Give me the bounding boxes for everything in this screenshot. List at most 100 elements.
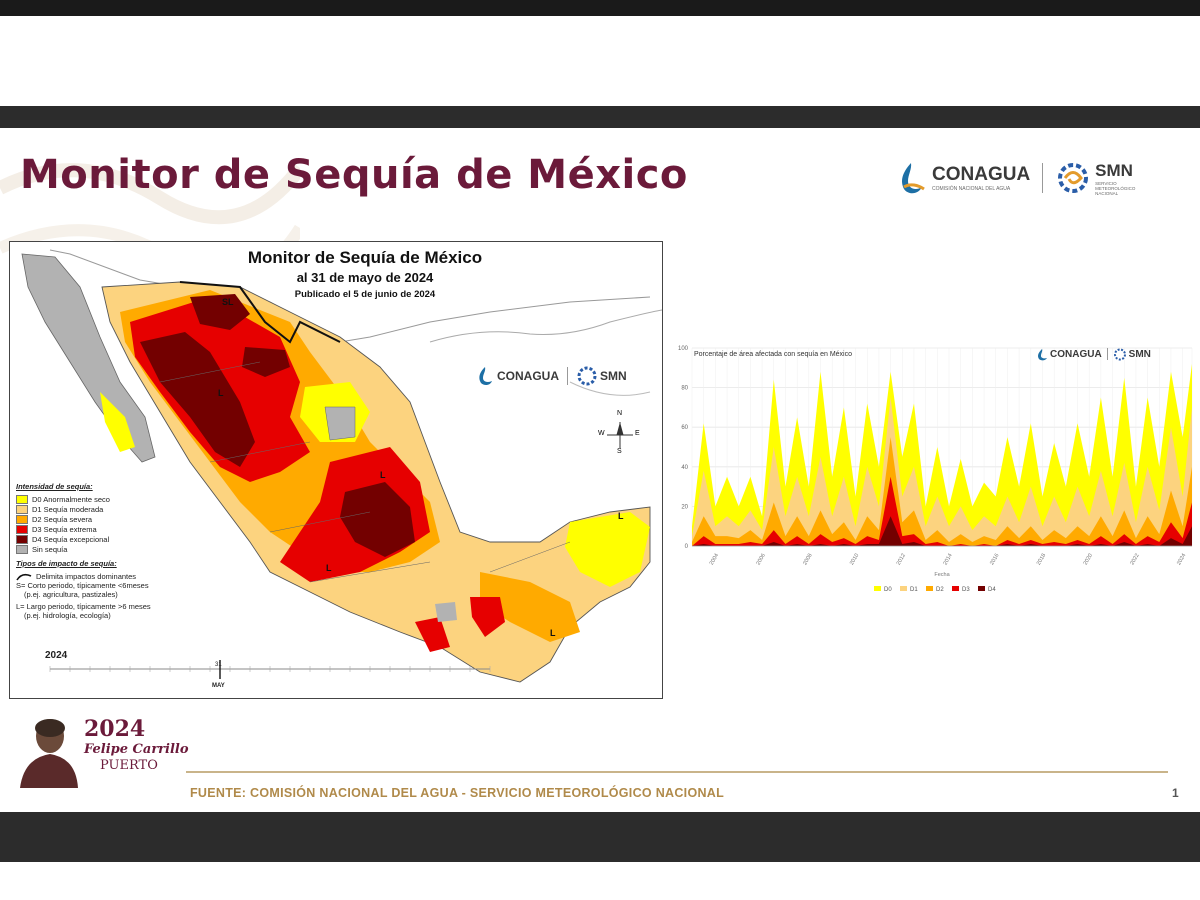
- legend-label-d2: D2: [936, 587, 944, 593]
- legend-label: D1 Sequía moderada: [32, 504, 104, 514]
- map-label-l: L: [618, 511, 624, 521]
- map-label-l: L: [380, 470, 386, 480]
- legend-intensity-header: Intensidad de sequía:: [16, 482, 93, 491]
- conagua-logo-icon: [479, 367, 492, 386]
- legend-impact-line: Delimita impactos dominantes: [36, 571, 137, 581]
- conagua-logo-icon: [902, 163, 925, 194]
- header-logos: CONAGUA COMISIÓN NACIONAL DEL AGUA SMN S…: [896, 158, 1147, 198]
- map-legend: Intensidad de sequía: D0 Anormalmente se…: [16, 480, 151, 620]
- smn-logo-icon: [577, 366, 597, 386]
- map-published-date: Publicado el 5 de junio de 2024: [294, 289, 436, 300]
- x-tick-label: 2024: [1176, 553, 1187, 567]
- seal-name-line2: PUERTO: [100, 758, 158, 773]
- legend-swatch-d3: [952, 586, 959, 591]
- x-tick-label: 2016: [989, 553, 1000, 567]
- compass-e: E: [635, 430, 640, 437]
- slide-top-band: [0, 106, 1200, 128]
- drought-map: Monitor de Sequía de México al 31 de may…: [9, 241, 663, 699]
- legend-swatch: [16, 524, 28, 534]
- conagua-wordmark: CONAGUA: [1050, 348, 1102, 360]
- legend-long-term: L= Largo periodo, típicamente >6 meses: [16, 602, 151, 611]
- legend-item-d2: D2 Sequía severa: [16, 514, 151, 524]
- y-tick-label: 40: [681, 465, 688, 471]
- legend-swatch-d0: [874, 586, 881, 591]
- y-tick-label: 100: [678, 346, 689, 352]
- legend-long-term-example: (p.ej. hidrología, ecología): [24, 611, 111, 620]
- series-area-d2: [692, 437, 1192, 546]
- x-tick-label: 2012: [896, 553, 907, 567]
- conagua-subtitle: COMISIÓN NACIONAL DEL AGUA: [932, 186, 1011, 192]
- legend-impact-line-item: Delimita impactos dominantes: [16, 571, 151, 581]
- legend-short-term-example: (p.ej. agricultura, pastizales): [24, 590, 118, 599]
- x-tick-label: 2018: [1036, 553, 1047, 567]
- legend-swatch: [16, 544, 28, 554]
- compass-w: W: [598, 430, 605, 437]
- smn-wordmark: SMN: [1095, 160, 1133, 180]
- map-label-l: L: [326, 563, 332, 573]
- timeline-year: 2024: [45, 650, 68, 661]
- x-tick-label: 2010: [849, 553, 860, 567]
- legend-swatch: [16, 504, 28, 514]
- legend-item-d0: D0 Anormalmente seco: [16, 494, 151, 504]
- y-tick-label: 60: [681, 425, 688, 431]
- legend-label-d4: D4: [988, 587, 996, 593]
- legend-label: D0 Anormalmente seco: [32, 494, 110, 504]
- chart-logos: CONAGUA SMN: [1036, 346, 1151, 362]
- y-tick-label: 80: [681, 386, 688, 392]
- conagua-wordmark: CONAGUA: [497, 369, 559, 383]
- legend-short-term: S= Corto periodo, típicamente <6meses: [16, 581, 149, 590]
- timeline-marker-day: 31: [215, 662, 222, 668]
- page-number: 1: [1172, 786, 1179, 800]
- slide-title: Monitor de Sequía de México: [20, 152, 688, 198]
- map-label-l: L: [550, 628, 556, 638]
- compass-n: N: [617, 410, 623, 417]
- legend-label-d1: D1: [910, 587, 918, 593]
- legend-swatch: [16, 514, 28, 524]
- map-label-sl: SL: [222, 297, 234, 307]
- legend-impact-header: Tipos de impacto de sequía:: [16, 559, 117, 568]
- seal-name-line1: Felipe Carrillo: [84, 742, 189, 757]
- legend-label: Sin sequía: [32, 544, 68, 554]
- slide-bottom-band: [0, 812, 1200, 862]
- logo-separator: [567, 367, 568, 385]
- smn-subtitle: SERVICIO METEOROLÓGICO NACIONAL: [1095, 180, 1136, 196]
- screen-bottom-strip: [10, 862, 1190, 900]
- map-subtitle: al 31 de mayo de 2024: [296, 270, 434, 285]
- legend-item-d1: D1 Sequía moderada: [16, 504, 151, 514]
- series-area-d1: [692, 397, 1192, 546]
- smn-wordmark: SMN: [600, 369, 627, 383]
- y-tick-label: 0: [685, 544, 689, 550]
- smn-wordmark: SMN: [1128, 348, 1151, 360]
- legend-item-none: Sin sequía: [16, 544, 151, 554]
- legend-label: D4 Sequía excepcional: [32, 534, 110, 544]
- map-title: Monitor de Sequía de México: [247, 248, 483, 267]
- legend-swatch-d4: [978, 586, 985, 591]
- legend-item-d3: D3 Sequía extrema: [16, 524, 151, 534]
- drought-area-chart: 0 20 40 60 80 100 2004 2006 2008 2010 2012 2014 2016…: [672, 342, 1198, 602]
- x-tick-label: 2008: [802, 553, 813, 567]
- conagua-wordmark: CONAGUA: [932, 164, 1031, 185]
- legend-swatch-d1: [900, 586, 907, 591]
- mexico-map-graphic: [21, 249, 662, 683]
- legend-label: D3 Sequía extrema: [32, 524, 97, 534]
- x-tick-label: 2022: [1129, 553, 1140, 567]
- logo-separator: [1042, 163, 1044, 193]
- map-label-l: L: [218, 388, 224, 398]
- chart-title: Porcentaje de área afectada con sequía e…: [694, 351, 852, 358]
- impact-line-icon: [16, 573, 32, 580]
- presentation-slide: Monitor de Sequía de México CONAGUA COMI…: [0, 128, 1200, 812]
- timeline-marker-month: MAY: [212, 683, 225, 689]
- compass-s: S: [617, 448, 622, 455]
- legend-label-d3: D3: [962, 587, 970, 593]
- chart-svg: 0 20 40 60 80 100 2004 2006 2008 2010 2012 2014 2016…: [678, 346, 1193, 593]
- seal-year: 2024: [84, 716, 146, 742]
- y-tick-label: 20: [681, 504, 688, 510]
- portrait-icon: [20, 719, 78, 788]
- legend-label: D2 Sequía severa: [32, 514, 93, 524]
- x-tick-label: 2020: [1083, 553, 1094, 567]
- legend-item-d4: D4 Sequía excepcional: [16, 534, 151, 544]
- x-tick-label: 2006: [756, 553, 767, 567]
- logo-separator: [1106, 348, 1108, 360]
- legend-label-d0: D0: [884, 587, 892, 593]
- legend-swatch-d2: [926, 586, 933, 591]
